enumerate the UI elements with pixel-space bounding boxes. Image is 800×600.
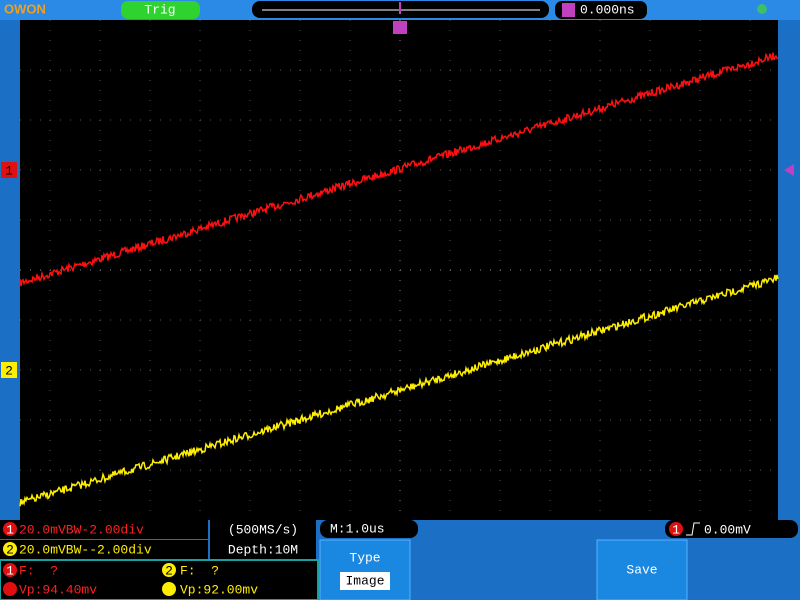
ch2-icon <box>3 542 17 556</box>
sample-rate: (500MS/s) <box>228 522 298 537</box>
ch2-marker <box>1 362 17 378</box>
ch1-status: 20.0mVBW-2.00div <box>19 522 144 537</box>
trig-position: 0.000ns <box>580 2 635 17</box>
timebase: M:1.0us <box>330 521 385 536</box>
save-button[interactable] <box>596 539 688 600</box>
ch2-status-box <box>0 540 208 559</box>
trig-badge <box>121 1 200 19</box>
ch2-trace <box>19 274 779 507</box>
trig-src-icon <box>669 522 683 536</box>
measure-panel <box>0 560 318 600</box>
m2-freq: F: ? <box>180 563 219 578</box>
edge-icon <box>686 522 700 536</box>
type-button[interactable] <box>319 539 411 600</box>
m1-icon <box>3 563 17 577</box>
measure-border <box>0 559 319 600</box>
m1-freq: F: ? <box>19 563 58 578</box>
trig-level-marker <box>784 164 794 176</box>
m1-icon-2 <box>3 582 17 596</box>
ch1-marker-label: 1 <box>5 163 13 178</box>
ch1-icon-label: 1 <box>6 522 14 537</box>
graticule <box>20 20 778 520</box>
ch2-status: 20.0mVBW--2.00div <box>19 542 152 557</box>
m2-icon-2 <box>162 582 176 596</box>
ch1-status-box <box>0 520 208 539</box>
depth: Depth:10M <box>228 542 298 557</box>
trigger-box <box>665 520 798 538</box>
m2-icon <box>162 563 176 577</box>
type-label: Type <box>349 550 380 565</box>
brand: OWON <box>4 1 46 16</box>
grid <box>20 20 778 520</box>
m1-vp: Vp:94.40mv <box>19 582 97 597</box>
trig-marker <box>393 21 407 34</box>
ch2-marker-label: 2 <box>5 363 13 378</box>
type-value: Image <box>345 573 384 588</box>
type-value-box <box>340 572 390 590</box>
usb-icon <box>757 4 767 14</box>
trig-status: Trig <box>144 2 175 17</box>
timebase-box <box>320 520 418 538</box>
ch1-trace <box>19 52 779 287</box>
trig-src-label: 1 <box>672 522 680 537</box>
ch1-marker <box>1 162 17 178</box>
trig-icon <box>562 3 575 17</box>
acq-box <box>210 520 316 559</box>
trigger-level: 0.00mV <box>704 522 751 537</box>
m1-icon-label: 1 <box>6 563 14 578</box>
ch1-icon <box>3 522 17 536</box>
ch2-icon-label: 2 <box>6 542 14 557</box>
m2-vp: Vp:92.00mv <box>180 582 258 597</box>
trig-pos-box <box>555 1 647 19</box>
save-label: Save <box>626 562 657 577</box>
m2-icon-label: 2 <box>165 563 173 578</box>
